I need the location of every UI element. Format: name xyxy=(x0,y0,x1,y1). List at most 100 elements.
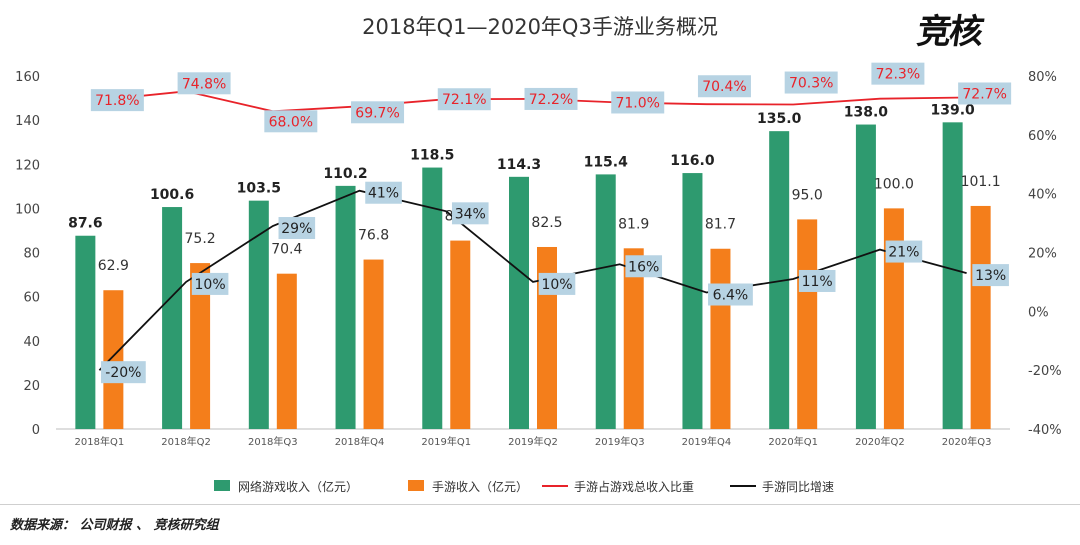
legend-swatch xyxy=(408,480,424,491)
share-label-box xyxy=(351,101,405,124)
bar-network-label: 118.5 xyxy=(410,148,454,164)
growth-label: 11% xyxy=(802,274,833,290)
bar-mobile-revenue xyxy=(710,248,731,429)
share-label: 72.3% xyxy=(876,67,920,83)
bar-network-label: 100.6 xyxy=(150,187,194,203)
chart-svg: 2018年Q1—2020年Q3手游业务概况 0 20 40 60 80 100 120 140 1… xyxy=(15,15,1062,494)
growth-label-box xyxy=(538,272,576,295)
left-tick-label: 60 xyxy=(23,291,40,306)
category-label: 2019年Q1 xyxy=(421,435,471,448)
growth-label: 34% xyxy=(455,206,486,222)
left-tick-label: 80 xyxy=(23,247,40,262)
bar-mobile-revenue xyxy=(970,205,991,429)
bar-mobile-label: 82.5 xyxy=(531,215,562,231)
bar-network-revenue xyxy=(855,124,876,429)
legend-label: 网络游戏收入（亿元） xyxy=(238,479,358,494)
left-tick-label: 160 xyxy=(15,70,40,85)
bar-mobile-revenue xyxy=(623,248,644,429)
share-label-box xyxy=(611,91,665,114)
legend-label: 手游同比增速 xyxy=(762,480,834,494)
bar-mobile-label: 95.0 xyxy=(792,187,823,203)
growth-label: 41% xyxy=(368,186,399,202)
right-tick-label: -40% xyxy=(1028,423,1062,438)
bar-network-revenue xyxy=(682,173,703,429)
bar-network-label: 116.0 xyxy=(670,153,715,169)
growth-label-box xyxy=(972,264,1009,287)
right-tick-label: 40% xyxy=(1028,188,1057,203)
bar-mobile-label: 75.2 xyxy=(185,231,216,247)
bar-network-revenue xyxy=(595,174,616,429)
right-tick-label: 80% xyxy=(1028,70,1057,85)
bar-network-label: 138.0 xyxy=(844,105,889,121)
bar-network-label: 115.4 xyxy=(584,154,629,170)
bar-mobile-revenue xyxy=(276,273,297,429)
growth-label-box xyxy=(798,269,836,292)
brand-logo: 竞核 xyxy=(914,12,985,52)
share-label: 70.3% xyxy=(789,76,833,92)
share-label-box xyxy=(177,72,231,95)
bar-mobile-revenue xyxy=(103,290,124,429)
bar-mobile-revenue xyxy=(883,208,904,429)
growth-label: 13% xyxy=(975,268,1006,284)
left-tick-label: 100 xyxy=(15,202,40,217)
category-label: 2019年Q4 xyxy=(682,435,732,448)
share-label: 70.4% xyxy=(702,79,746,95)
left-tick-label: 120 xyxy=(15,158,40,173)
bar-mobile-revenue xyxy=(363,259,384,429)
growth-label: 29% xyxy=(281,221,312,237)
bar-mobile-revenue xyxy=(797,219,818,429)
line-mobile-growth xyxy=(98,189,967,371)
left-tick-label: 40 xyxy=(23,335,40,350)
growth-label-box xyxy=(451,202,489,225)
right-tick-label: 0% xyxy=(1028,305,1049,320)
growth-label: -20% xyxy=(105,365,141,381)
source-note: 数据来源： 公司财报 、 竞核研究组 xyxy=(10,518,219,533)
chart-title: 2018年Q1—2020年Q3手游业务概况 xyxy=(362,15,718,39)
growth-label: 21% xyxy=(888,245,919,261)
growth-label: 6.4% xyxy=(713,288,749,304)
growth-label-box xyxy=(885,240,923,263)
legend-label: 手游收入（亿元） xyxy=(432,479,528,494)
legend-swatch xyxy=(214,480,230,491)
share-label: 72.7% xyxy=(962,86,1006,102)
bar-mobile-label: 70.4 xyxy=(271,242,302,258)
bar-mobile-label: 76.8 xyxy=(358,228,389,244)
growth-label-box xyxy=(708,283,753,306)
share-label: 71.8% xyxy=(95,93,139,109)
bar-network-revenue xyxy=(942,122,963,430)
share-label-box xyxy=(90,89,144,112)
bar-network-label: 110.2 xyxy=(323,166,367,182)
growth-label: 10% xyxy=(541,277,572,293)
bar-network-label: 139.0 xyxy=(930,102,975,118)
share-label-box xyxy=(958,82,1012,105)
category-label: 2019年Q2 xyxy=(508,435,558,448)
bar-network-revenue xyxy=(509,176,529,429)
share-label: 71.0% xyxy=(615,95,659,111)
category-label: 2018年Q1 xyxy=(75,435,125,448)
growth-label-box xyxy=(625,255,663,278)
growth-label-box xyxy=(191,272,229,295)
bar-network-revenue xyxy=(75,235,96,429)
bar-mobile-label: 100.0 xyxy=(874,176,914,192)
bar-network-label: 114.3 xyxy=(497,157,541,173)
bar-network-label: 87.6 xyxy=(68,216,103,232)
share-label-box xyxy=(697,75,751,98)
bar-network-label: 135.0 xyxy=(757,111,802,127)
bar-mobile-revenue xyxy=(450,240,471,429)
bar-network-revenue xyxy=(335,185,356,429)
legend-label: 手游占游戏总收入比重 xyxy=(574,479,694,494)
growth-label: 16% xyxy=(628,259,659,275)
bar-mobile-label: 62.9 xyxy=(98,258,129,274)
category-label: 2019年Q3 xyxy=(595,435,645,448)
bar-mobile-label: 81.9 xyxy=(618,216,649,232)
share-label-box xyxy=(784,71,838,94)
share-label-box xyxy=(264,110,318,133)
right-tick-label: 60% xyxy=(1028,129,1057,144)
share-label-box xyxy=(871,62,925,85)
bar-network-revenue xyxy=(422,167,443,429)
source-divider xyxy=(0,504,1080,505)
left-tick-label: 20 xyxy=(23,379,40,394)
category-label: 2020年Q3 xyxy=(942,435,992,448)
share-label: 68.0% xyxy=(269,114,313,130)
share-label: 74.8% xyxy=(182,76,226,92)
